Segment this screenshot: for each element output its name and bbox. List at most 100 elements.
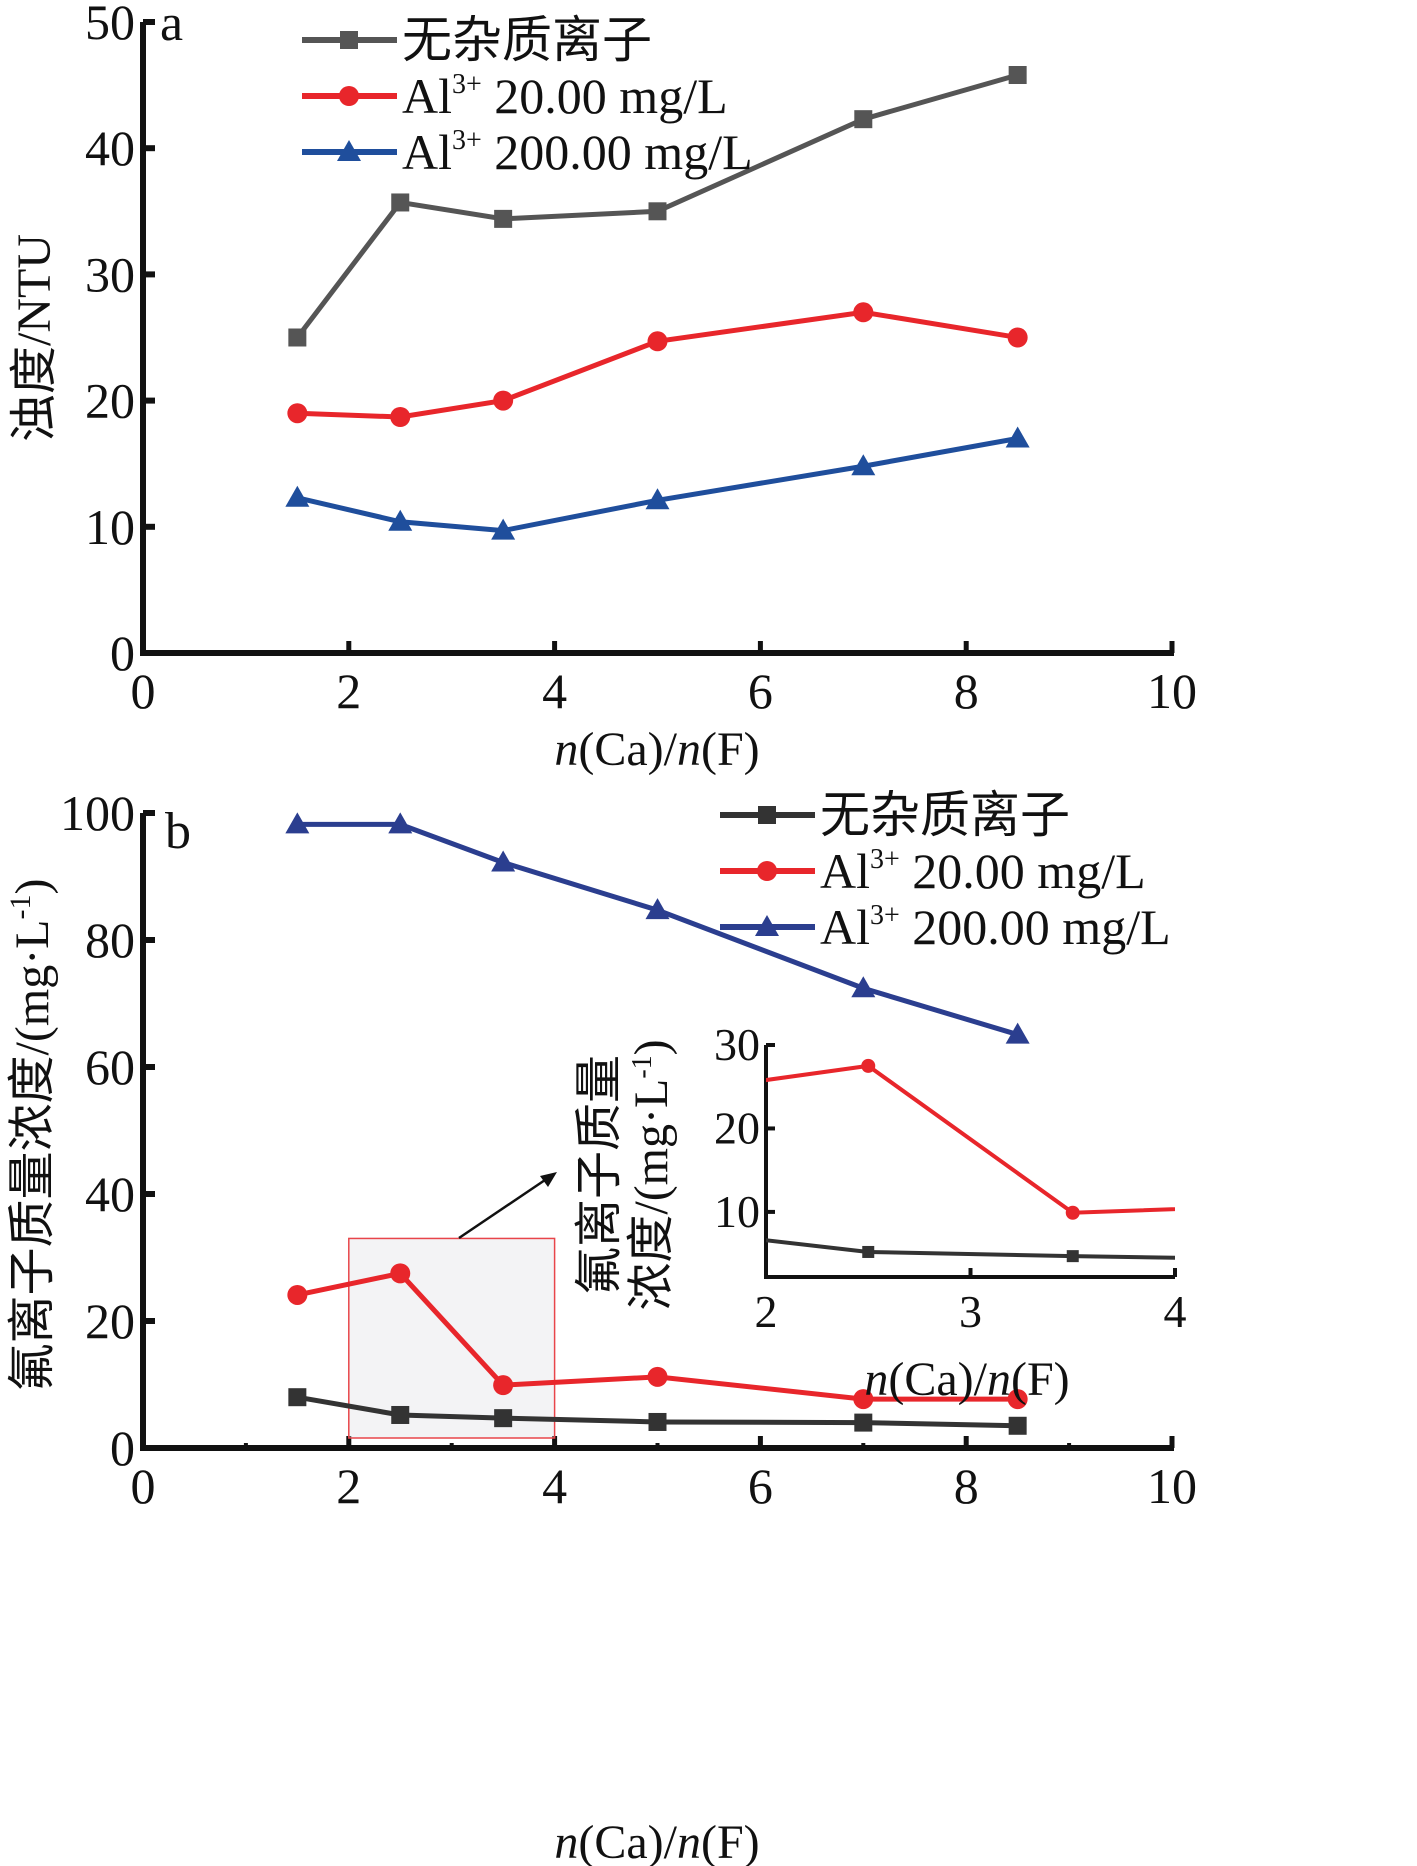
- chart-a-data-point-2: [285, 485, 310, 507]
- chart-a-y-tick-label: 50: [85, 0, 135, 50]
- chart-b-inset: 10 20 30 2 3 4 氟离子质量 浓度/(mg·L-1) n(Ca)/n(F): [573, 1019, 1187, 1406]
- chart-b-data-point-0: [391, 1405, 410, 1424]
- chart-b-legend-label-1: Al3+ 20.00 mg/L: [820, 843, 1146, 899]
- chart-a-legend-label-0: 无杂质离子: [402, 12, 652, 68]
- chart-b-y-tick-label: 80: [85, 912, 135, 968]
- chart-b-y-tick-label: 40: [85, 1166, 135, 1222]
- inset-x-tick-label: 2: [755, 1286, 778, 1337]
- chart-b-series-line-2: [297, 821, 1019, 1038]
- inset-y-tick-label: 20: [714, 1102, 760, 1153]
- chart-a-x-tick-label: 8: [954, 663, 979, 719]
- chart-a-x-tick-label: 10: [1147, 663, 1197, 719]
- chart-a-data-point-1: [1007, 327, 1028, 348]
- chart-b-x-tick-label: 10: [1147, 1458, 1197, 1514]
- chart-a-x-tick-label: 6: [748, 663, 773, 719]
- chart-b-x-axis-title: n(Ca)/n(F): [554, 1816, 759, 1866]
- chart-b-series: [285, 812, 1030, 1435]
- chart-b-series-line-0: [296, 1394, 1018, 1429]
- chart-a-data-point-0: [648, 202, 667, 221]
- chart-a-data-point-2: [491, 518, 516, 540]
- chart-b-data-point-2: [285, 812, 310, 834]
- chart-a-y-tick-label: 10: [85, 499, 135, 555]
- chart-a-data-point-1: [647, 331, 668, 352]
- chart-a-legend-marker-1: [339, 86, 359, 106]
- inset-y-tick-label: 10: [714, 1186, 760, 1237]
- chart-a-y-tick-label: 0: [110, 625, 135, 681]
- chart-a-data-point-0: [1008, 66, 1027, 85]
- chart-a-legend-label-2: Al3+ 200.00 mg/L: [402, 124, 753, 180]
- inset-x-axis-title: n(Ca)/n(F): [864, 1353, 1069, 1406]
- chart-b-x-tick-label: 0: [131, 1458, 156, 1514]
- inset-series: [766, 1058, 1175, 1263]
- chart-b-y-tick-label: 0: [110, 1420, 135, 1476]
- chart-b-data-point-2: [851, 976, 876, 998]
- chart-a-y-axis-title: 浊度/NTU: [8, 234, 61, 442]
- chart-b-data-point-2: [491, 850, 516, 872]
- chart-a-legend-label-1: Al3+ 20.00 mg/L: [402, 68, 728, 124]
- chart-a-data-point-1: [287, 403, 308, 424]
- chart-a-x-axis-title: n(Ca)/n(F): [554, 723, 759, 776]
- chart-b-legend-label-0: 无杂质离子: [820, 787, 1070, 843]
- chart-b-x-tick-label: 8: [954, 1458, 979, 1514]
- inset-x-tick-label: 4: [1164, 1286, 1187, 1337]
- chart-a-x-tick-label: 4: [542, 663, 567, 719]
- chart-b-legend-label-2: Al3+ 200.00 mg/L: [820, 899, 1171, 955]
- chart-b-y-tick-label: 20: [85, 1293, 135, 1349]
- chart-b-legend-marker-0: [758, 806, 776, 824]
- chart-b-y-tick-label: 60: [85, 1039, 135, 1095]
- chart-a-data-point-2: [645, 488, 670, 510]
- chart-b-data-point-0: [648, 1412, 667, 1431]
- inset-data-point-1: [861, 1058, 876, 1073]
- chart-b-legend-marker-2: [755, 915, 779, 936]
- chart-a-data-point-0: [854, 110, 873, 129]
- chart-a-series-line-1: [297, 309, 1019, 420]
- chart-b-legend-marker-1: [757, 861, 777, 881]
- zoom-arrow-head: [540, 1172, 557, 1187]
- inset-data-point-0: [862, 1245, 875, 1258]
- highlight-rect: [348, 1237, 556, 1439]
- inset-series-line-1: [766, 1063, 1175, 1215]
- panel-label-a: a: [160, 0, 183, 52]
- chart-a-series-line-0: [295, 72, 1019, 340]
- chart-b-data-point-1: [390, 1263, 411, 1284]
- chart-b-data-point-1: [647, 1366, 668, 1387]
- panel-label-b: b: [165, 803, 191, 860]
- chart-b-data-point-0: [288, 1388, 307, 1407]
- chart-a-legend-marker-0: [340, 31, 358, 49]
- zoom-arrow-icon: [458, 1172, 557, 1240]
- chart-b-x-tick-label: 6: [748, 1458, 773, 1514]
- inset-x-tick-label: 3: [959, 1286, 982, 1337]
- chart-b-data-point-1: [853, 1389, 874, 1410]
- chart-b-data-point-2: [645, 898, 670, 920]
- chart-a-data-point-2: [1005, 426, 1030, 448]
- chart-a-y-tick-label: 40: [85, 120, 135, 176]
- chart-b-highlight-region: [348, 1237, 556, 1439]
- chart-a-x-tick-label: 2: [336, 663, 361, 719]
- inset-y-axis-title-line1: 氟离子质量: [573, 1055, 626, 1295]
- chart-b-data-point-2: [1005, 1022, 1030, 1044]
- chart-a-data-point-1: [493, 390, 514, 411]
- chart-a-y-tick-label: 30: [85, 246, 135, 302]
- chart-a-data-point-2: [851, 454, 876, 476]
- chart-a-axes: 0 10 20 30 40 50 0 2 4 6 8 10: [85, 0, 1197, 719]
- chart-a-data-point-1: [853, 302, 874, 323]
- inset-series-group: [766, 1058, 1175, 1263]
- chart-b-data-point-2: [388, 812, 413, 834]
- chart-b-data-point-1: [493, 1375, 514, 1396]
- chart-a-series: [285, 66, 1030, 540]
- inset-data-point-1: [1065, 1205, 1080, 1220]
- chart-b-data-point-0: [1008, 1416, 1027, 1435]
- chart-b-data-point-0: [494, 1409, 513, 1428]
- chart-b-x-tick-label: 4: [542, 1458, 567, 1514]
- chart-b-x-tick-label: 2: [336, 1458, 361, 1514]
- chart-b-data-point-0: [854, 1413, 873, 1432]
- chart-b-y-tick-label: 100: [60, 785, 135, 841]
- chart-a-x-tick-label: 0: [131, 663, 156, 719]
- zoom-arrow-line: [458, 1178, 546, 1240]
- chart-b-series-line-1: [296, 1270, 1018, 1402]
